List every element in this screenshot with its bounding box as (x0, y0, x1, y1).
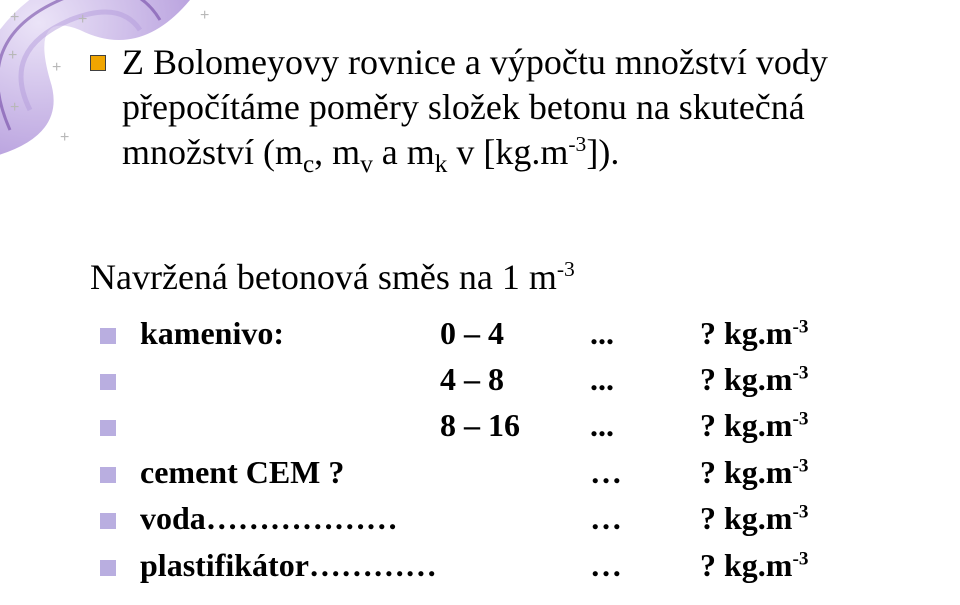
item-range: 8 – 16 (440, 402, 590, 448)
item-unit: ? kg.m-3 (700, 542, 808, 588)
cross-icon: + (78, 12, 87, 28)
item-unit: ? kg.m-3 (700, 310, 808, 356)
mix-item: voda……………… …? kg.m-3 (100, 495, 940, 541)
item-label: kamenivo: (140, 310, 440, 356)
item-unit: ? kg.m-3 (700, 356, 808, 402)
content-area: Z Bolomeyovy rovnice a výpočtu množství … (90, 40, 940, 588)
item-unit: ? kg.m-3 (700, 495, 808, 541)
item-dots: … (590, 449, 700, 495)
item-label: cement CEM ? (140, 449, 440, 495)
slide: + + + + + + + Z Bolomeyovy rovnice a výp… (0, 0, 960, 605)
bullet-icon (100, 467, 116, 483)
item-range: 4 – 8 (440, 356, 590, 402)
item-dots: … (590, 495, 700, 541)
paragraph-main: Z Bolomeyovy rovnice a výpočtu množství … (90, 40, 940, 181)
item-dots: … (590, 542, 700, 588)
bullet-icon (90, 55, 106, 71)
item-unit: ? kg.m-3 (700, 449, 808, 495)
mix-item: plastifikátor………… …? kg.m-3 (100, 542, 940, 588)
item-label: voda……………… (140, 495, 440, 541)
mix-item: 8 – 16...? kg.m-3 (100, 402, 940, 448)
bullet-icon (100, 374, 116, 390)
item-dots: ... (590, 356, 700, 402)
bullet-icon (100, 328, 116, 344)
cross-icon: + (60, 130, 69, 146)
mix-heading: Navržená betonová směs na 1 m-3 (90, 255, 940, 300)
bullet-icon (100, 560, 116, 576)
mix-item: kamenivo:0 – 4...? kg.m-3 (100, 310, 940, 356)
mix-item: 4 – 8...? kg.m-3 (100, 356, 940, 402)
cross-icon: + (52, 60, 61, 76)
item-unit: ? kg.m-3 (700, 402, 808, 448)
bullet-icon (100, 420, 116, 436)
cross-icon: + (10, 100, 19, 116)
item-label: plastifikátor………… (140, 542, 440, 588)
cross-icon: + (8, 48, 17, 64)
mix-item: cement CEM ? …? kg.m-3 (100, 449, 940, 495)
item-dots: ... (590, 402, 700, 448)
item-dots: ... (590, 310, 700, 356)
cross-icon: + (200, 8, 209, 24)
item-range: 0 – 4 (440, 310, 590, 356)
bullet-icon (100, 513, 116, 529)
cross-icon: + (10, 10, 19, 26)
